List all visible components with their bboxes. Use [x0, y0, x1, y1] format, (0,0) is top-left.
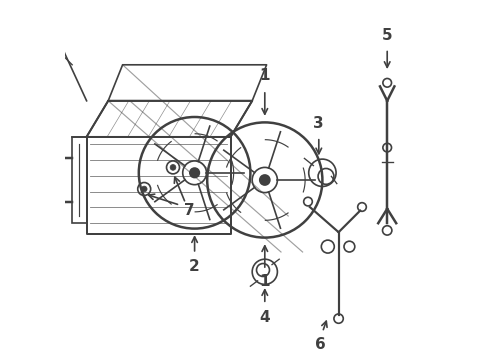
Text: 1: 1 — [260, 68, 270, 83]
Circle shape — [170, 165, 176, 170]
Text: 2: 2 — [189, 259, 200, 274]
Circle shape — [141, 186, 147, 192]
Text: 1: 1 — [260, 274, 270, 289]
Text: 4: 4 — [260, 310, 270, 325]
Text: 6: 6 — [315, 337, 326, 352]
Circle shape — [260, 175, 270, 185]
Text: 7: 7 — [184, 203, 195, 218]
Circle shape — [190, 168, 199, 177]
Text: 3: 3 — [314, 116, 324, 131]
Text: 5: 5 — [382, 28, 392, 43]
